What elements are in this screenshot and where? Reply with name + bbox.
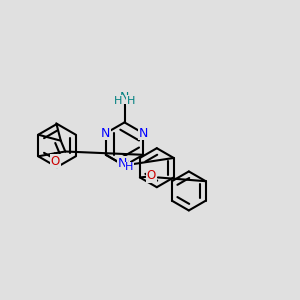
Text: H: H <box>127 96 135 106</box>
Text: O: O <box>147 169 156 182</box>
Text: N: N <box>120 159 129 172</box>
Text: H: H <box>114 96 122 106</box>
Text: N: N <box>118 157 127 170</box>
Text: N: N <box>120 91 129 104</box>
Text: H: H <box>125 162 134 172</box>
Text: O: O <box>51 154 60 168</box>
Text: N: N <box>139 127 148 140</box>
Text: N: N <box>101 127 110 140</box>
